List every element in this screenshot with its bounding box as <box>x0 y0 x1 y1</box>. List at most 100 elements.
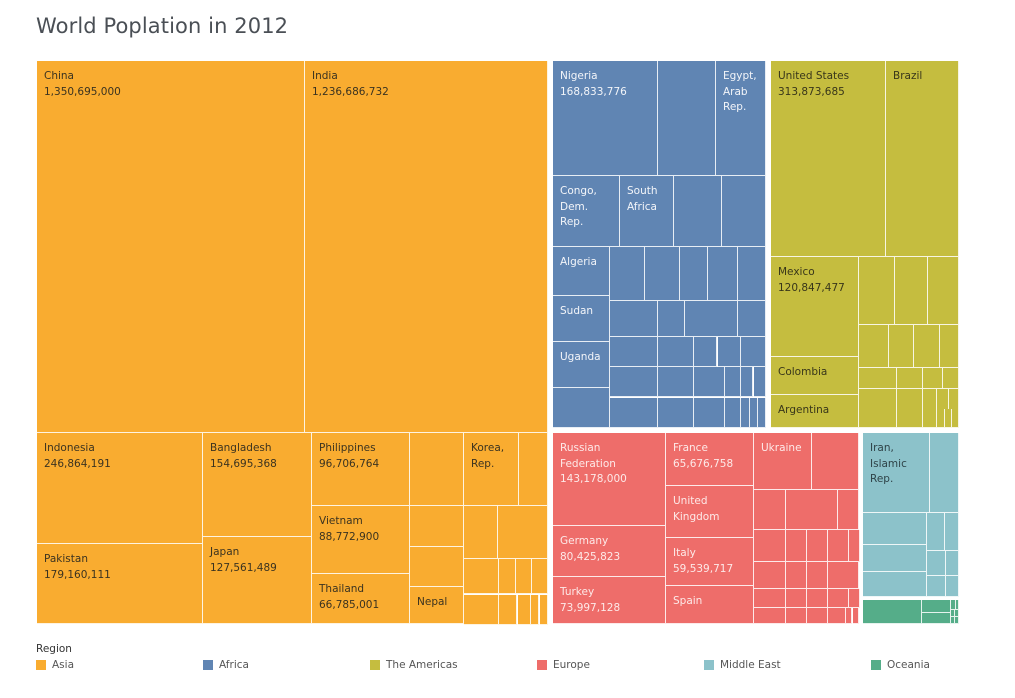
tile[interactable] <box>464 559 499 594</box>
tile[interactable] <box>945 513 959 551</box>
tile-turkey[interactable]: Turkey 73,997,128 <box>553 577 666 624</box>
tile-pakistan[interactable]: Pakistan 179,160,111 <box>37 544 203 624</box>
tile[interactable] <box>741 337 766 367</box>
tile[interactable] <box>521 506 548 559</box>
tile[interactable] <box>943 368 959 389</box>
tile[interactable] <box>889 325 914 368</box>
tile[interactable] <box>945 409 952 428</box>
tile[interactable] <box>955 610 959 617</box>
tile-united-states[interactable]: United States 313,873,685 <box>771 61 886 257</box>
tile-brazil[interactable]: Brazil <box>886 61 959 257</box>
tile[interactable] <box>807 530 828 562</box>
tile-russian-federation[interactable]: Russian Federation 143,178,000 <box>553 433 666 526</box>
tile[interactable] <box>754 589 786 608</box>
tile[interactable] <box>927 513 945 551</box>
tile[interactable] <box>410 506 464 547</box>
tile-japan[interactable]: Japan 127,561,489 <box>203 537 312 624</box>
tile[interactable] <box>758 398 766 428</box>
tile[interactable] <box>828 530 849 562</box>
tile[interactable] <box>927 576 946 597</box>
tile[interactable] <box>464 595 499 625</box>
tile[interactable] <box>786 589 807 608</box>
tile[interactable] <box>531 595 539 625</box>
tile[interactable] <box>694 398 725 428</box>
tile-sudan[interactable]: Sudan <box>553 296 610 342</box>
tile[interactable] <box>518 595 531 625</box>
tile-vietnam[interactable]: Vietnam 88,772,900 <box>312 506 410 574</box>
tile[interactable] <box>923 389 937 410</box>
legend-item-asia[interactable]: Asia <box>36 659 74 671</box>
tile[interactable] <box>410 547 464 587</box>
tile[interactable] <box>952 409 959 428</box>
tile[interactable] <box>786 490 818 530</box>
tile[interactable] <box>754 562 786 589</box>
tile[interactable] <box>754 490 786 530</box>
tile[interactable] <box>738 301 766 337</box>
legend-item-africa[interactable]: Africa <box>203 659 249 671</box>
tile[interactable] <box>928 257 959 325</box>
tile[interactable] <box>849 589 860 608</box>
tile[interactable] <box>610 367 658 397</box>
tile[interactable] <box>499 595 517 625</box>
tile-spain[interactable]: Spain <box>666 586 754 624</box>
tile[interactable] <box>853 608 859 624</box>
tile-iran-islamic-rep[interactable]: Iran, Islamic Rep. <box>863 433 930 513</box>
tile-colombia[interactable]: Colombia <box>771 357 859 395</box>
tile[interactable] <box>859 409 897 428</box>
tile[interactable] <box>519 433 548 506</box>
tile[interactable] <box>750 398 758 428</box>
tile[interactable] <box>940 325 959 368</box>
tile[interactable] <box>722 176 766 247</box>
tile[interactable] <box>937 409 945 428</box>
tile[interactable] <box>863 600 922 624</box>
tile-nigeria[interactable]: Nigeria 168,833,776 <box>553 61 658 176</box>
tile-france[interactable]: France 65,676,758 <box>666 433 754 486</box>
tile[interactable] <box>658 301 685 337</box>
tile[interactable] <box>838 490 859 530</box>
tile-uganda[interactable]: Uganda <box>553 342 610 388</box>
tile[interactable] <box>718 337 741 367</box>
tile[interactable] <box>927 551 946 576</box>
tile[interactable] <box>922 600 951 613</box>
tile-thailand[interactable]: Thailand 66,785,001 <box>312 574 410 624</box>
tile[interactable] <box>786 562 807 589</box>
tile[interactable] <box>685 301 712 337</box>
tile[interactable] <box>812 433 859 490</box>
tile[interactable] <box>849 530 860 562</box>
tile[interactable] <box>956 600 959 610</box>
tile[interactable] <box>464 506 498 559</box>
tile[interactable] <box>807 589 828 608</box>
tile[interactable] <box>951 610 955 617</box>
tile[interactable] <box>694 367 725 397</box>
tile[interactable] <box>711 301 738 337</box>
tile-nepal[interactable]: Nepal <box>410 587 464 624</box>
tile[interactable] <box>859 257 895 325</box>
tile[interactable] <box>863 545 927 572</box>
tile[interactable] <box>674 176 722 247</box>
tile[interactable] <box>863 572 927 597</box>
tile[interactable] <box>922 613 951 624</box>
tile[interactable] <box>951 600 956 610</box>
tile[interactable] <box>859 368 897 389</box>
tile-india[interactable]: India 1,236,686,732 <box>305 61 548 433</box>
tile[interactable] <box>754 367 766 397</box>
tile[interactable] <box>658 61 716 176</box>
tile[interactable] <box>610 337 658 367</box>
tile[interactable] <box>553 388 610 428</box>
tile-south-africa[interactable]: South Africa <box>620 176 674 247</box>
tile[interactable] <box>610 398 658 428</box>
tile-china[interactable]: China 1,350,695,000 <box>37 61 305 433</box>
tile[interactable] <box>897 368 923 389</box>
tile[interactable] <box>708 247 738 301</box>
tile[interactable] <box>946 551 959 576</box>
tile[interactable] <box>658 337 694 367</box>
tile-philippines[interactable]: Philippines 96,706,764 <box>312 433 410 506</box>
tile[interactable] <box>955 617 959 624</box>
tile-bangladesh[interactable]: Bangladesh 154,695,368 <box>203 433 312 537</box>
tile[interactable] <box>694 337 717 367</box>
tile[interactable] <box>645 247 680 301</box>
tile[interactable] <box>741 398 750 428</box>
tile[interactable] <box>914 325 940 368</box>
tile[interactable] <box>540 595 548 625</box>
tile[interactable] <box>610 247 645 301</box>
